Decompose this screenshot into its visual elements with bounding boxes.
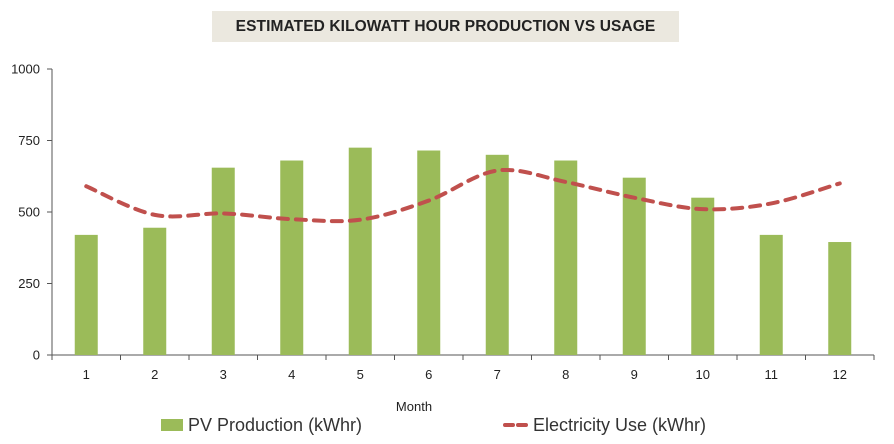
y-tick-label: 1000 <box>11 62 40 77</box>
x-tick-label: 7 <box>494 367 501 382</box>
x-tick-label: 11 <box>765 367 779 382</box>
legend-label-pv-production: PV Production (kWhr) <box>188 415 362 435</box>
legend-label-electricity-use: Electricity Use (kWhr) <box>533 415 706 435</box>
bar-pv-production-month-2 <box>143 227 167 355</box>
x-tick-label: 8 <box>562 367 569 382</box>
y-tick-label: 500 <box>18 205 40 220</box>
legend-swatch-pv-production <box>161 419 183 431</box>
x-tick-label: 9 <box>631 367 638 382</box>
y-tick-label: 0 <box>33 348 40 363</box>
x-tick-label: 1 <box>83 367 90 382</box>
bar-pv-production-month-11 <box>759 234 783 355</box>
bar-pv-production-month-1 <box>74 234 98 355</box>
y-axis: 0 250 500 750 1000 <box>11 62 53 363</box>
bar-pv-production-month-12 <box>828 242 852 355</box>
pv-production-bars <box>74 147 852 355</box>
legend[interactable]: PV Production (kWhr) Electricity Use (kW… <box>161 415 706 435</box>
electricity-use-line-group <box>84 167 842 224</box>
x-tick-label: 3 <box>220 367 227 382</box>
x-axis: 1 2 3 4 5 6 7 8 9 10 11 12 <box>51 354 875 382</box>
x-tick-label: 5 <box>357 367 364 382</box>
bar-pv-production-month-3 <box>211 167 235 355</box>
y-tick-label: 750 <box>18 133 40 148</box>
x-tick-label: 12 <box>833 367 847 382</box>
electricity-use-line <box>84 167 842 224</box>
x-tick-label: 2 <box>151 367 158 382</box>
bar-pv-production-month-9 <box>622 177 646 355</box>
bar-pv-production-month-10 <box>691 197 715 355</box>
chart-title: ESTIMATED KILOWATT HOUR PRODUCTION VS US… <box>212 11 679 42</box>
bar-pv-production-month-4 <box>280 160 304 355</box>
x-axis-label: Month <box>396 399 432 414</box>
bar-pv-production-month-8 <box>554 160 578 355</box>
y-tick-label: 250 <box>18 276 40 291</box>
bar-pv-production-month-6 <box>417 150 441 355</box>
bar-pv-production-month-7 <box>485 154 509 355</box>
bar-pv-production-month-5 <box>348 147 372 355</box>
x-tick-label: 6 <box>425 367 432 382</box>
x-tick-label: 4 <box>288 367 295 382</box>
x-tick-label: 10 <box>696 367 710 382</box>
